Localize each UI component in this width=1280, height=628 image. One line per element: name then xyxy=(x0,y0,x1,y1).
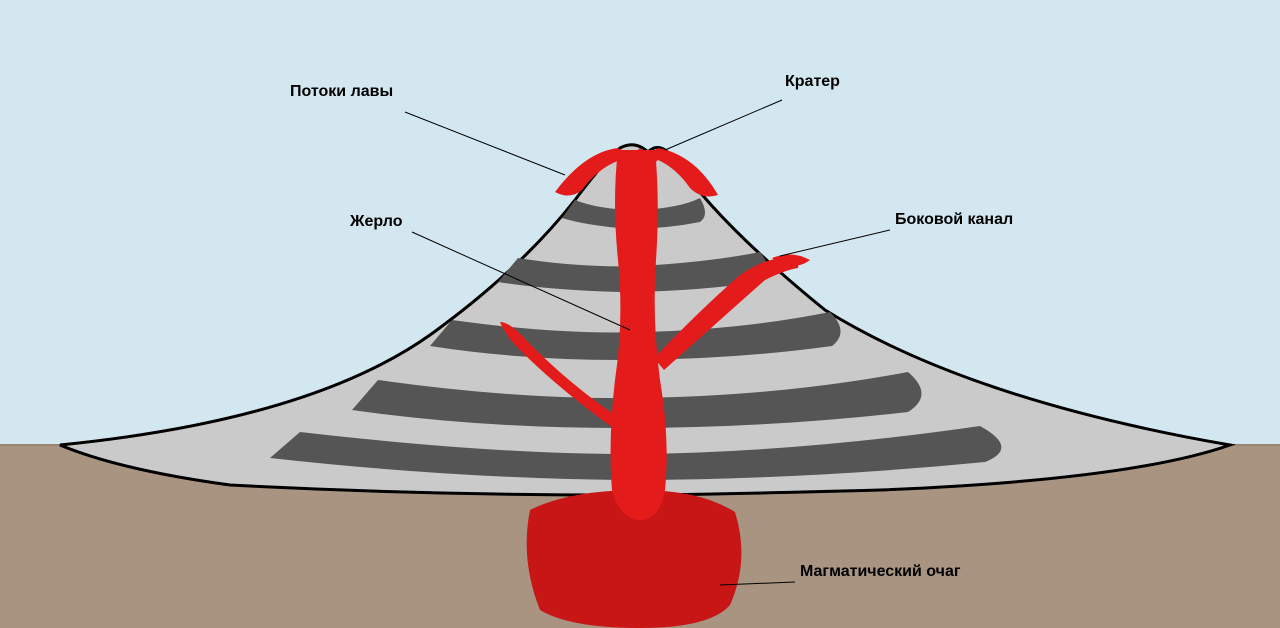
label-side-channel: Боковой канал xyxy=(895,211,1013,229)
label-magma-chamber: Магматический очаг xyxy=(800,563,961,581)
label-vent: Жерло xyxy=(350,213,402,231)
diagram-svg xyxy=(0,0,1280,628)
volcano-diagram: Потоки лавы Кратер Жерло Боковой канал М… xyxy=(0,0,1280,628)
label-crater: Кратер xyxy=(785,73,840,91)
label-lava-flows: Потоки лавы xyxy=(290,83,393,101)
